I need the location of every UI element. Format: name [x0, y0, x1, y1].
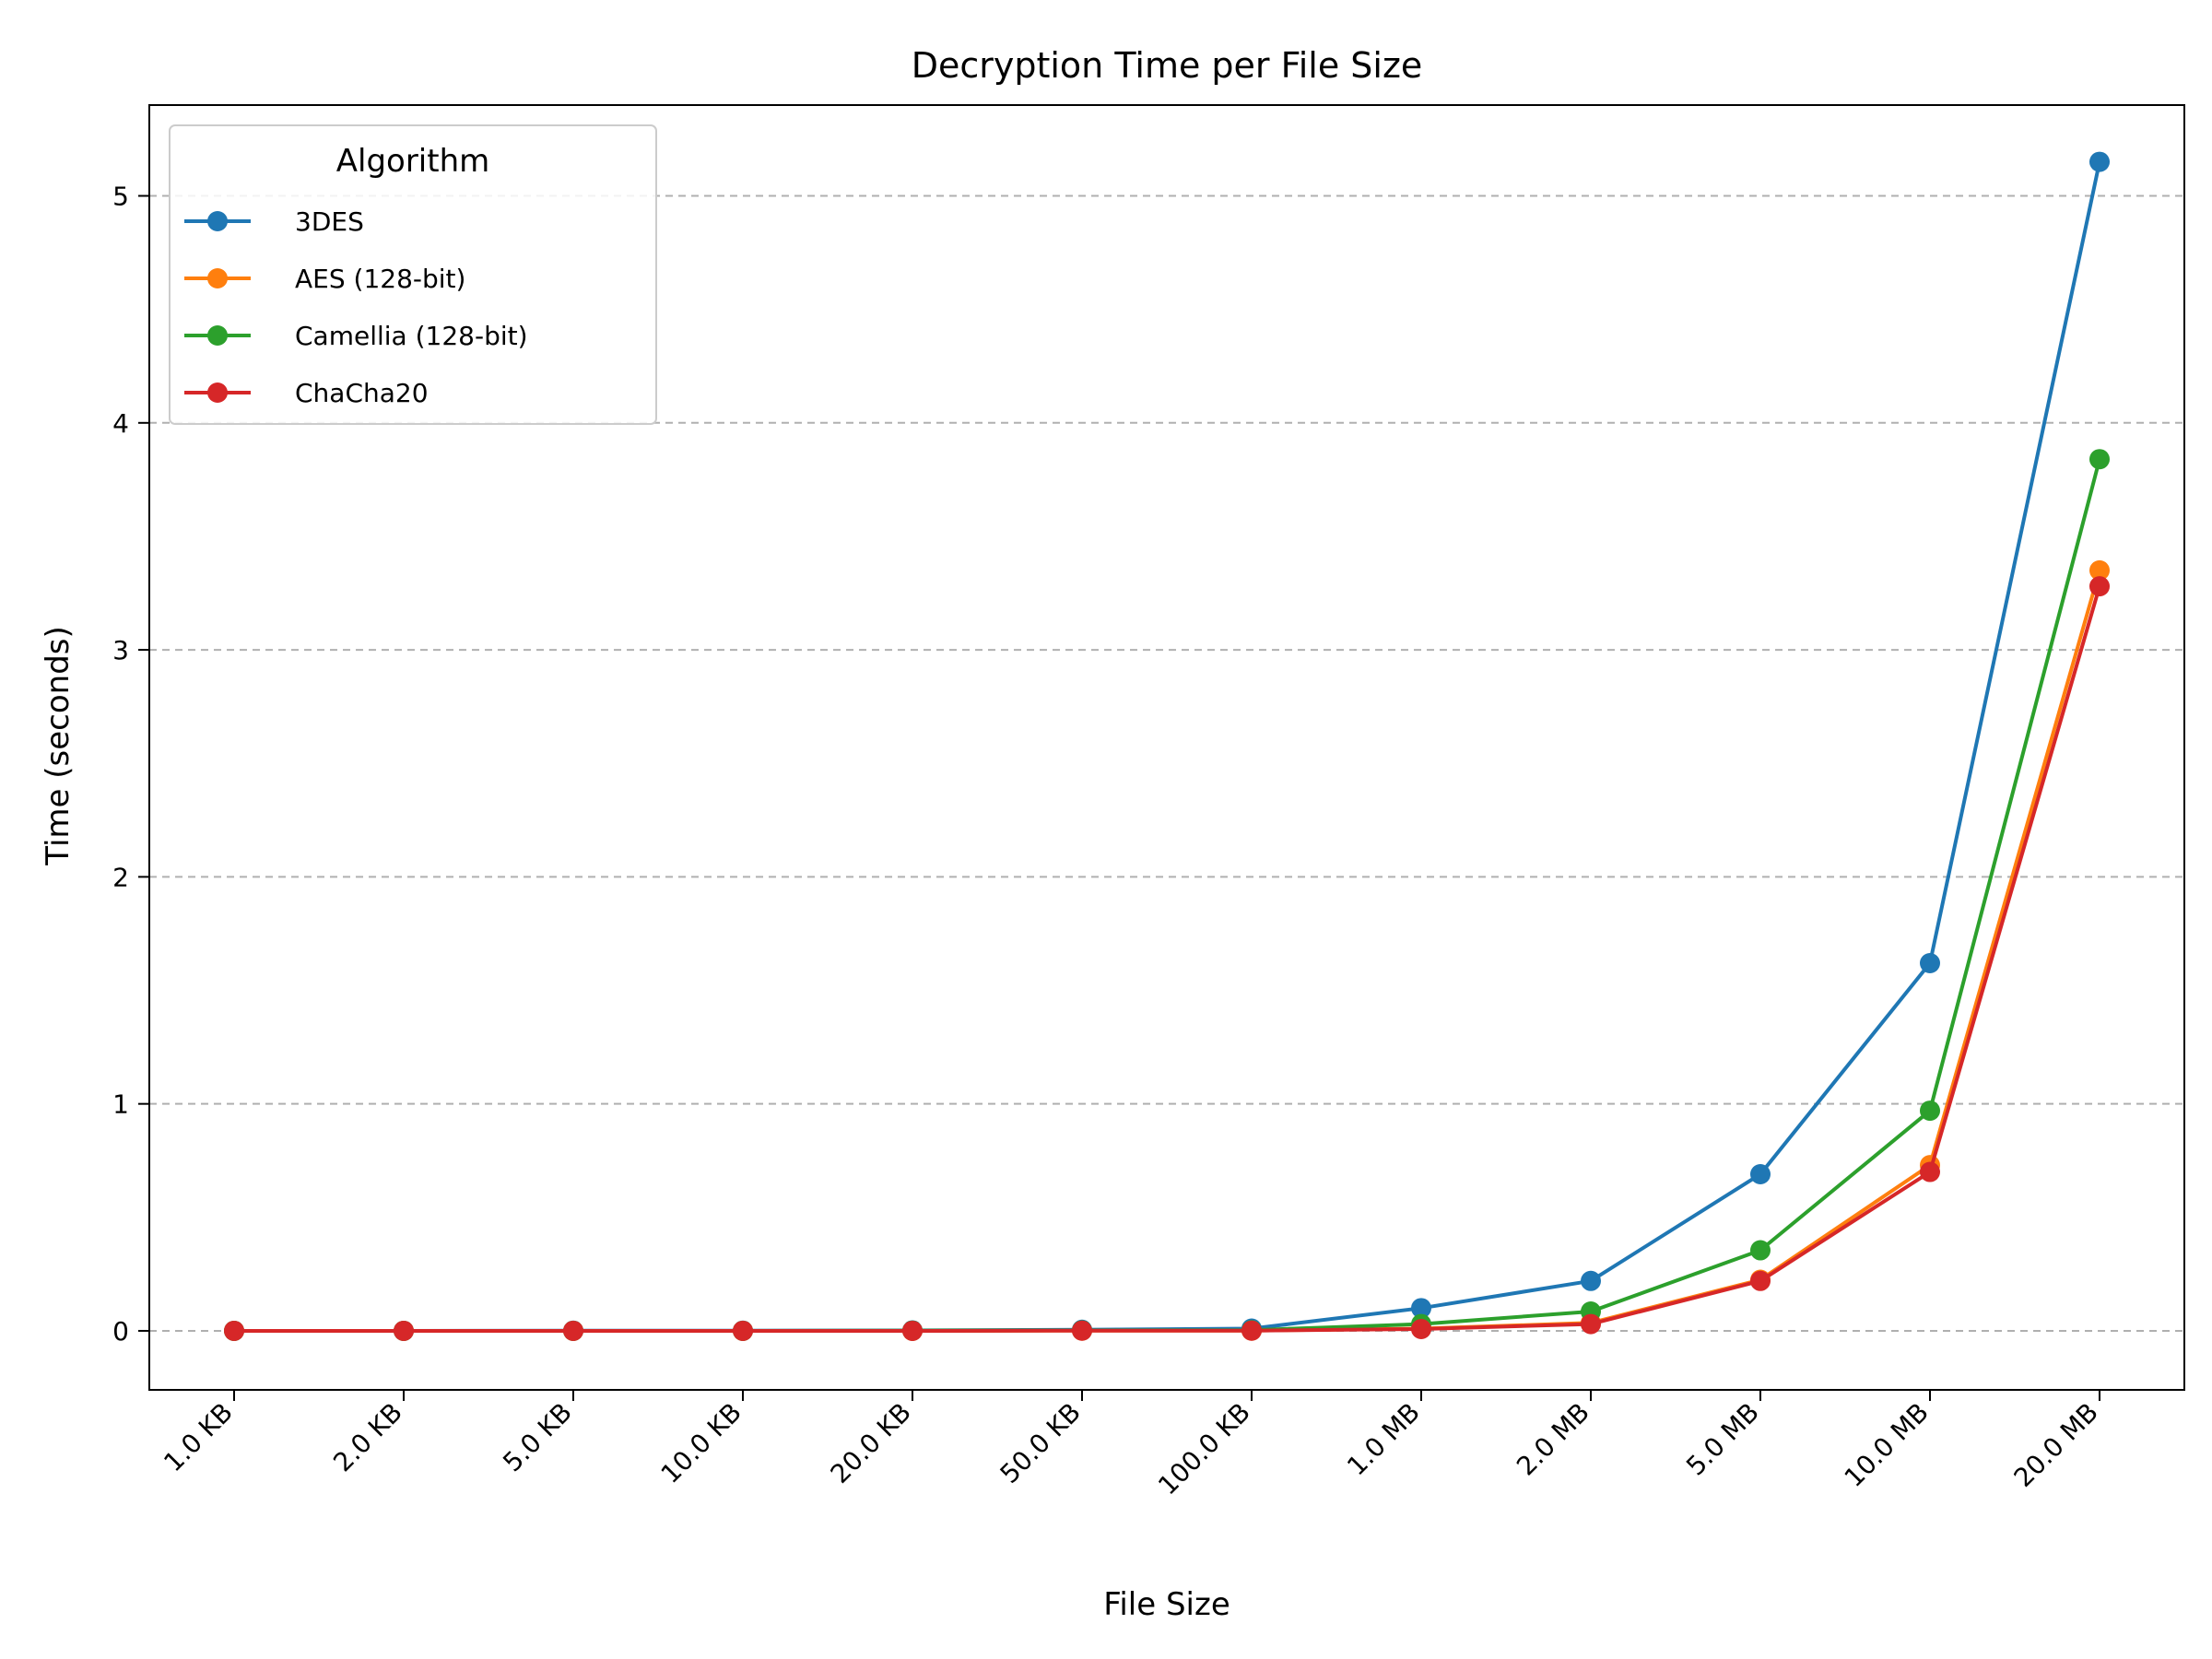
- plot-frame: [148, 104, 2185, 1391]
- y-tick-label: 5: [112, 182, 129, 212]
- legend-item: Camellia (128-bit): [184, 321, 528, 351]
- data-point: [1072, 1320, 1092, 1341]
- data-point: [902, 1320, 923, 1341]
- x-tick-label: 100.0 KB: [1152, 1397, 1256, 1501]
- x-tick-label: 5.0 KB: [497, 1397, 578, 1478]
- legend-item: AES (128-bit): [184, 264, 465, 294]
- y-tick-label: 3: [112, 635, 129, 665]
- data-point: [1750, 1164, 1771, 1185]
- data-point: [2089, 151, 2110, 172]
- data-point: [1581, 1313, 1601, 1335]
- series-group: [224, 151, 2110, 1341]
- x-tick-label: 5.0 MB: [1680, 1397, 1765, 1482]
- x-tick-label: 1.0 MB: [1341, 1397, 1426, 1482]
- data-point: [563, 1320, 583, 1341]
- series-1: [224, 559, 2110, 1341]
- data-point: [1750, 1270, 1771, 1291]
- x-tick-label: 20.0 KB: [825, 1397, 917, 1489]
- data-point: [1920, 952, 1940, 973]
- y-tick-label: 4: [112, 408, 129, 439]
- y-tick-label: 2: [112, 862, 129, 892]
- x-tick-label: 20.0 MB: [2008, 1397, 2104, 1493]
- y-tick-label: 1: [112, 1089, 129, 1120]
- x-tick-label: 2.0 MB: [1511, 1397, 1595, 1482]
- legend-label: AES (128-bit): [295, 264, 465, 294]
- x-tick-label: 10.0 MB: [1839, 1397, 1935, 1493]
- data-point: [2089, 576, 2110, 597]
- data-point: [224, 1320, 244, 1341]
- series-2: [224, 449, 2110, 1341]
- legend-title: Algorithm: [336, 143, 490, 180]
- data-point: [1920, 1100, 1940, 1122]
- x-tick-label: 50.0 KB: [994, 1397, 1087, 1489]
- x-tick-label: 10.0 KB: [655, 1397, 747, 1489]
- x-axis-label: File Size: [1103, 1586, 1230, 1623]
- series-line: [234, 458, 2101, 1333]
- series-3: [224, 576, 2110, 1341]
- legend-label: ChaCha20: [295, 378, 429, 408]
- legend-marker: [207, 211, 228, 231]
- x-tick-label: 2.0 KB: [327, 1397, 408, 1478]
- data-point: [733, 1320, 753, 1341]
- y-axis-label: Time (seconds): [40, 626, 76, 866]
- legend-item: ChaCha20: [184, 378, 429, 408]
- legend: Algorithm 3DES AES (128-bit) Camellia (128-…: [169, 124, 657, 425]
- series-line: [234, 570, 2101, 1333]
- data-point: [394, 1320, 414, 1341]
- series-line: [234, 585, 2101, 1333]
- chart-title: Decryption Time per File Size: [912, 45, 1423, 86]
- data-point: [1411, 1318, 1431, 1339]
- legend-box: [169, 124, 657, 425]
- data-point: [2089, 559, 2110, 581]
- legend-marker: [207, 325, 228, 346]
- legend-label: 3DES: [295, 206, 364, 237]
- x-tick-label: 1.0 KB: [158, 1397, 239, 1478]
- data-point: [2089, 449, 2110, 470]
- legend-label: Camellia (128-bit): [295, 321, 528, 351]
- y-tick-label: 0: [112, 1316, 129, 1347]
- data-point: [1241, 1320, 1262, 1341]
- data-point: [1581, 1270, 1601, 1291]
- legend-marker: [207, 382, 228, 403]
- legend-marker: [207, 268, 228, 288]
- data-point: [1411, 1298, 1431, 1319]
- data-point: [1750, 1240, 1771, 1261]
- data-point: [1920, 1161, 1940, 1182]
- legend-item: 3DES: [184, 206, 364, 237]
